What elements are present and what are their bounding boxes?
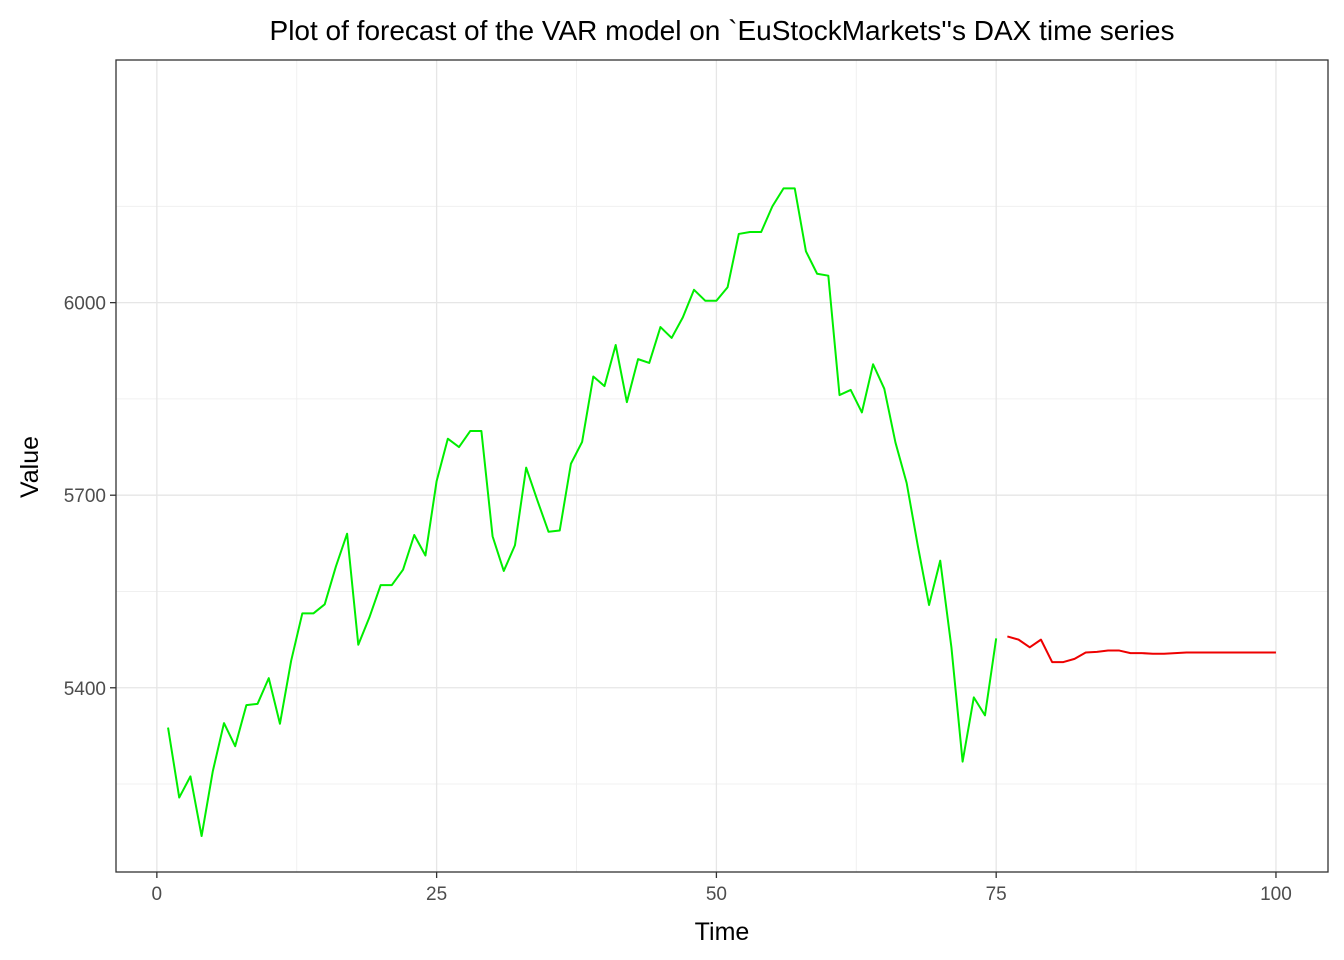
x-tick-label: 25	[426, 884, 447, 905]
grid-minor	[116, 60, 1328, 872]
y-axis: 5400 5700 6000	[64, 294, 116, 700]
x-axis-title: Time	[695, 918, 750, 946]
x-tick-label: 50	[706, 884, 727, 905]
x-axis: 0 25 50 75 100	[152, 872, 1292, 905]
panel-border	[115, 59, 1329, 873]
x-tick-label: 0	[152, 884, 163, 905]
x-tick-label: 100	[1260, 884, 1292, 905]
y-tick-label: 5700	[64, 486, 106, 507]
y-tick-label: 5400	[64, 679, 106, 700]
chart-title: Plot of forecast of the VAR model on `Eu…	[270, 15, 1175, 46]
y-tick-label: 6000	[64, 294, 106, 315]
series-line-2	[1007, 635, 1276, 664]
y-axis-title: Value	[16, 436, 44, 498]
grid-major	[116, 60, 1328, 872]
series-line-1	[167, 187, 998, 838]
series-layer	[167, 187, 1276, 838]
x-tick-label: 75	[986, 884, 1007, 905]
